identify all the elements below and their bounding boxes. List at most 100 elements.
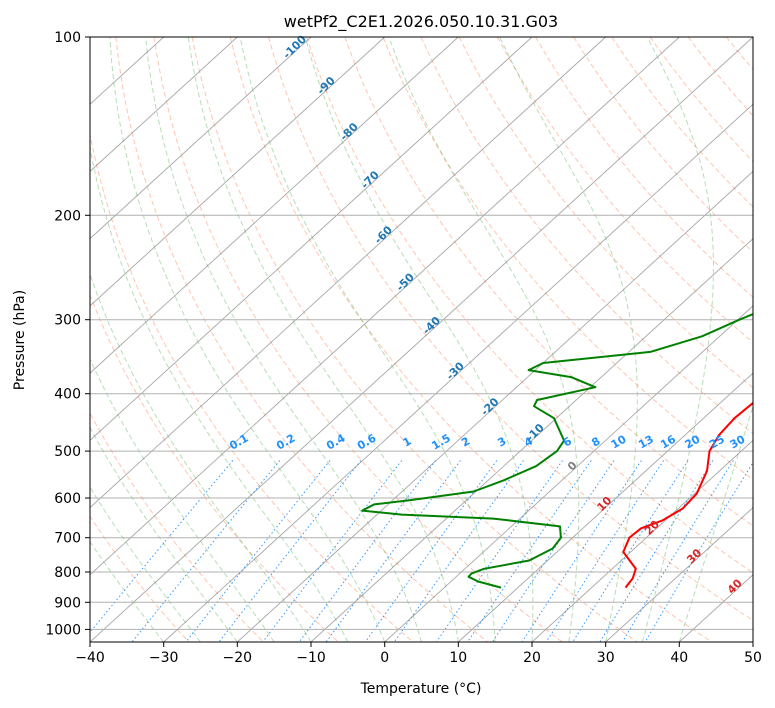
- moist-adiabat-line: [187, 37, 459, 642]
- dewpoint-profile-line: [361, 312, 753, 589]
- moist-adiabat-line: [90, 486, 201, 642]
- mixing-ratio-line: [364, 460, 498, 642]
- dry-adiabat-line: [115, 37, 488, 642]
- isotherm-label: -50: [394, 270, 417, 293]
- warm-isotherm-label: 30: [684, 546, 704, 566]
- y-axis: 100 200 300 400 500 600 700 800 900 1000: [45, 30, 90, 638]
- y-axis-label: Pressure (hPa): [12, 290, 28, 390]
- dry-adiabat-line: [458, 37, 753, 389]
- dry-adiabat-line: [726, 37, 753, 71]
- moist-adiabat-line: [90, 357, 275, 642]
- dry-adiabat-line: [573, 37, 753, 253]
- isotherm-line: [90, 37, 312, 240]
- mixing-ratio-label: 0.4: [324, 431, 348, 452]
- mixing-ratio-line: [467, 460, 592, 642]
- chart-title: wetPf2_C2E1.2026.050.10.31.G03: [284, 12, 558, 32]
- warm-isotherm-label: 10: [594, 494, 614, 514]
- mixing-ratio-line: [545, 460, 665, 642]
- moist-adiabat-line: [304, 37, 534, 642]
- mixing-ratio-label: 16: [658, 432, 678, 451]
- moist-adiabat-line: [499, 37, 638, 642]
- warm-isotherm-label: 20: [642, 517, 662, 537]
- y-tick-label: 200: [54, 208, 81, 224]
- moist-adiabat-line: [109, 37, 386, 642]
- mixing-ratio-line: [521, 460, 642, 642]
- x-tick-label: 20: [523, 650, 541, 666]
- dry-adiabat-line: [229, 37, 712, 642]
- x-tick-label: 0: [380, 650, 389, 666]
- mixing-ratio-line: [435, 460, 563, 642]
- mixing-ratio-line: [325, 460, 461, 642]
- dry-adiabat-line: [306, 37, 753, 574]
- mixing-ratio-label: 0.2: [274, 432, 297, 453]
- isotherm-label: -40: [420, 314, 443, 337]
- profile-series: [361, 312, 753, 589]
- y-tick-label: 400: [54, 387, 81, 403]
- isotherm-line: [531, 439, 753, 642]
- background-lines: [90, 37, 753, 642]
- mixing-ratio-line: [90, 460, 234, 633]
- mixing-ratio-line: [572, 460, 689, 642]
- x-tick-label: 30: [597, 650, 615, 666]
- y-tick-label: 500: [54, 444, 81, 460]
- isotherm-line: [605, 506, 753, 642]
- y-tick-label: 600: [54, 491, 81, 507]
- x-tick-label: −20: [223, 650, 253, 666]
- dry-adiabat-line: [268, 37, 753, 622]
- mixing-ratio-line: [393, 460, 524, 642]
- isotherm-label: -60: [372, 223, 395, 246]
- y-tick-label: 700: [54, 531, 81, 547]
- isotherm-line: [163, 103, 753, 642]
- isotherm-line: [384, 305, 753, 642]
- mixing-ratio-label: 1.5: [429, 432, 452, 453]
- isotherm-line: [310, 238, 753, 642]
- x-tick-label: −30: [149, 650, 179, 666]
- isotherm-line: [90, 37, 238, 173]
- moist-adiabat-line: [678, 404, 753, 642]
- isotherm-line: [90, 37, 533, 441]
- isotherm-line: [90, 37, 680, 576]
- isotherm-line: [457, 372, 753, 642]
- moist-adiabat-line: [90, 144, 349, 642]
- mixing-ratio-label: 30: [728, 432, 748, 451]
- warm-isotherm-label: 40: [725, 576, 745, 596]
- mixing-ratio-line: [298, 460, 436, 642]
- x-tick-label: 10: [449, 650, 467, 666]
- dry-adiabat-line: [90, 412, 264, 642]
- mixing-ratio-line: [644, 461, 753, 642]
- moist-adiabat-line: [90, 426, 238, 642]
- x-axis: −40 −30 −20 −10 0 10 20 30 40 50: [75, 642, 762, 666]
- dry-adiabat-line: [535, 37, 753, 298]
- x-tick-label: 40: [670, 650, 688, 666]
- x-tick-label: 50: [744, 650, 762, 666]
- mixing-ratio-line: [218, 460, 362, 642]
- y-tick-label: 300: [54, 313, 81, 329]
- isotherm-line: [90, 37, 459, 374]
- dry-adiabat-line: [687, 37, 753, 117]
- dry-adiabat-line: [191, 37, 638, 642]
- moist-adiabat-line: [90, 540, 165, 642]
- y-tick-label: 100: [54, 30, 81, 46]
- moist-adiabat-line: [239, 37, 496, 642]
- mixing-ratio-line: [491, 460, 615, 642]
- y-tick-label: 900: [54, 595, 81, 611]
- y-tick-label: 1000: [45, 622, 81, 638]
- mixing-ratio-line: [131, 460, 281, 642]
- dry-adiabat-line: [90, 131, 414, 642]
- moist-adiabat-line: [145, 37, 422, 642]
- isotherm-line: [90, 37, 386, 307]
- isotherm-line: [236, 170, 753, 642]
- plot-frame: [89, 36, 754, 643]
- dry-adiabat-line: [90, 293, 339, 642]
- isotherm-line: [90, 37, 607, 509]
- dry-adiabat-line: [649, 37, 753, 163]
- mixing-ratio-label: 0.1: [227, 432, 250, 453]
- x-tick-label: −10: [296, 650, 326, 666]
- isotherm-line: [752, 641, 753, 642]
- isotherm-label: -30: [444, 359, 467, 382]
- mixing-ratio-label: 6: [561, 434, 574, 449]
- mixing-ratio-line: [185, 460, 331, 642]
- moist-adiabat-line: [642, 37, 715, 642]
- dry-adiabat-line: [496, 37, 753, 344]
